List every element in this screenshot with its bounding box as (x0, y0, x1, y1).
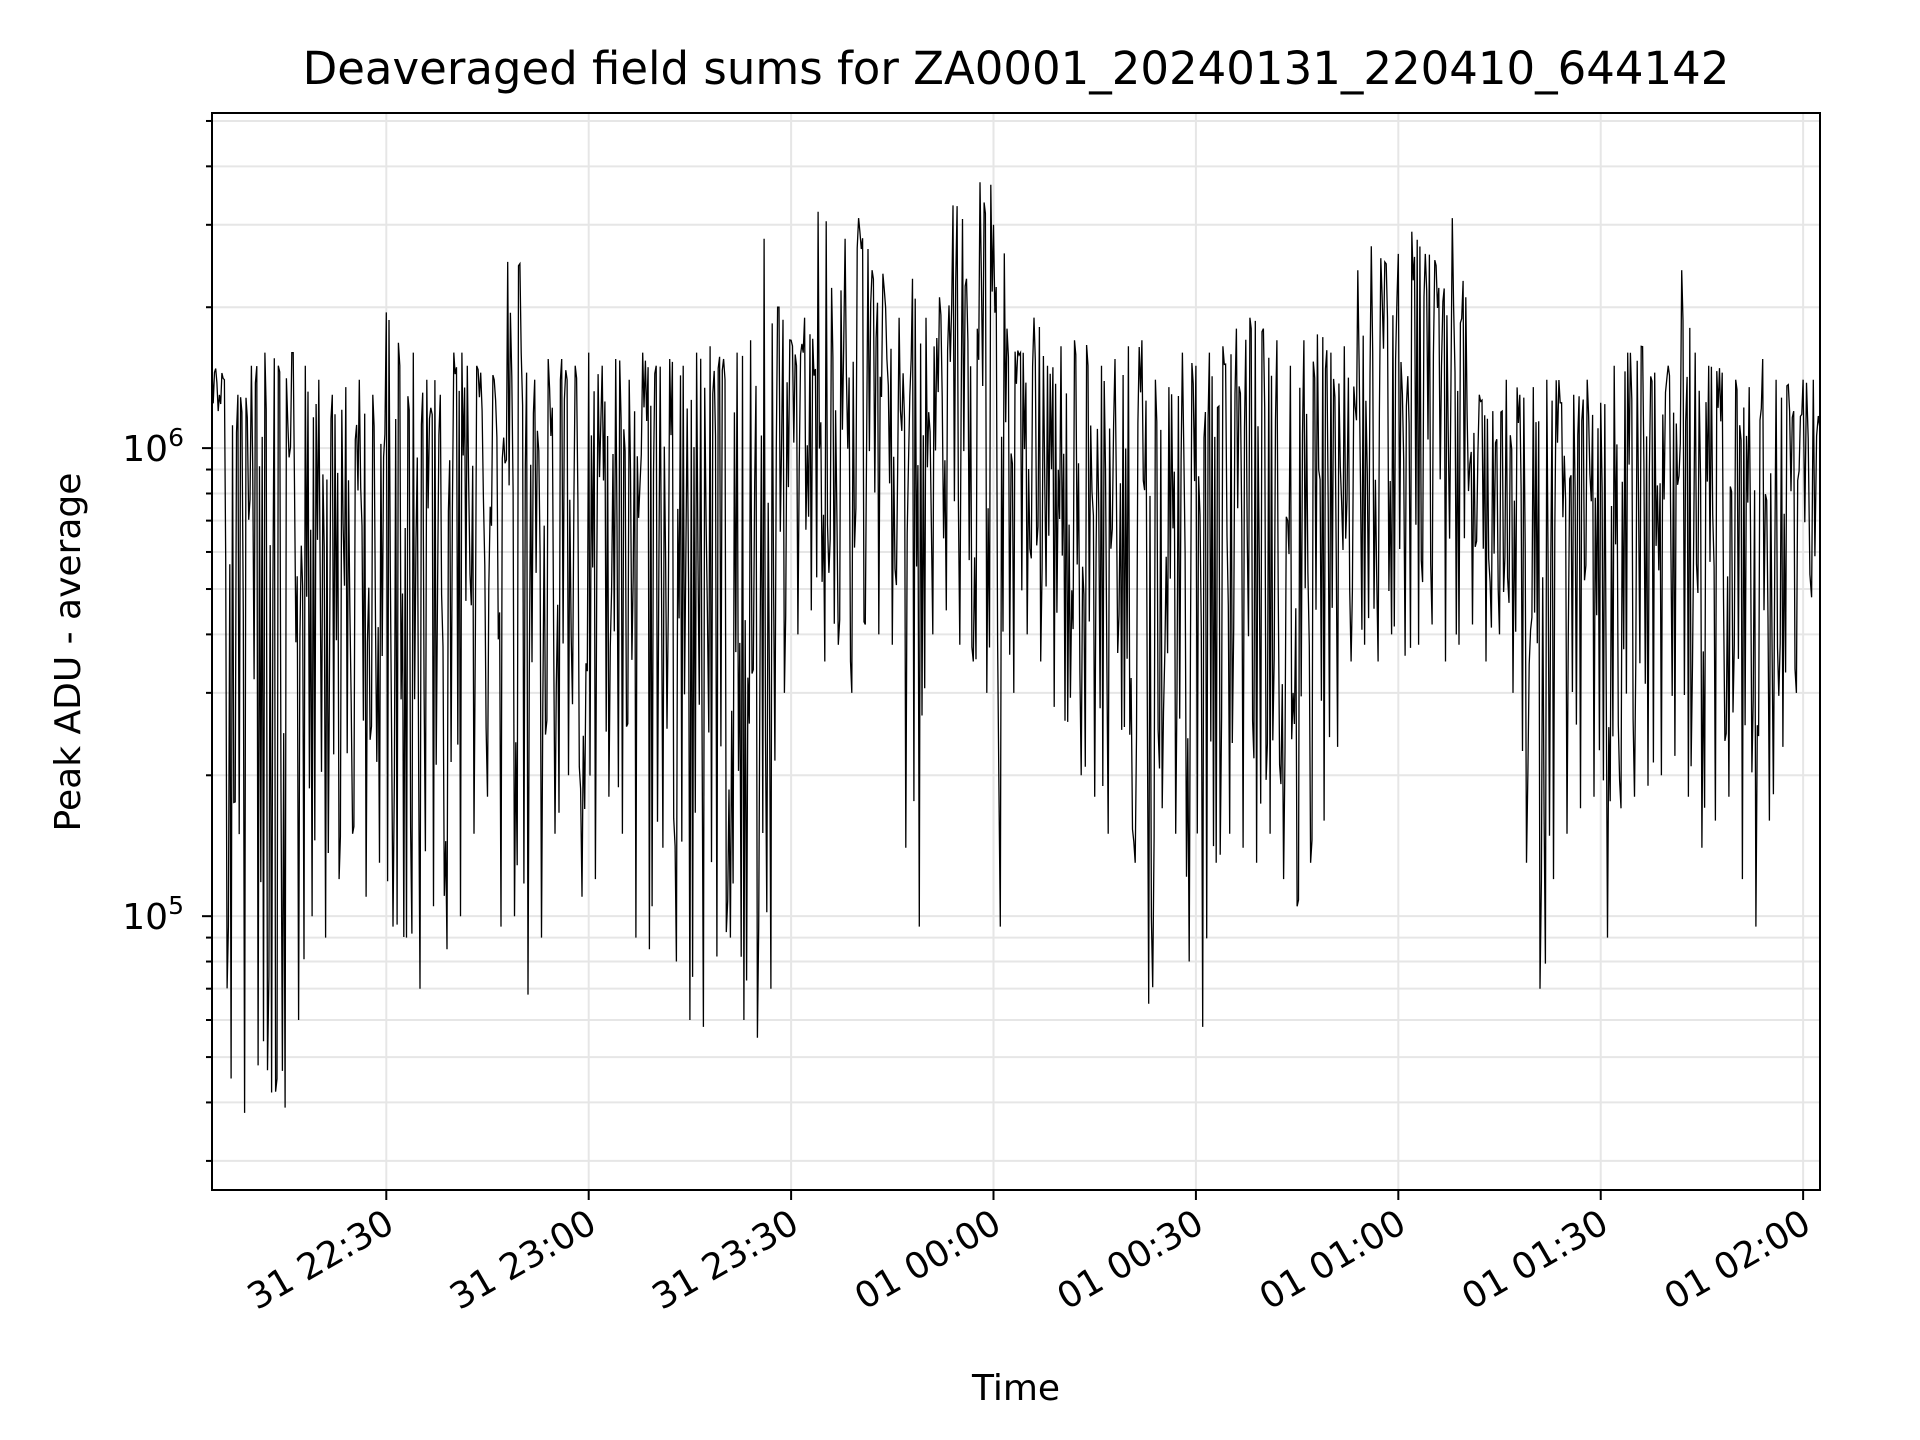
series-layer (211, 182, 1821, 1113)
x-axis-label: Time (971, 1368, 1060, 1409)
grid-lines (212, 113, 1820, 1190)
chart-title: Deaveraged field sums for ZA0001_2024013… (303, 42, 1730, 95)
data-series-line (211, 182, 1821, 1113)
y-axis-label: Peak ADU - average (48, 473, 89, 832)
plot-frame (211, 112, 1821, 1191)
y-tick-label: 106 (122, 423, 184, 470)
y-tick-label: 105 (122, 891, 184, 938)
